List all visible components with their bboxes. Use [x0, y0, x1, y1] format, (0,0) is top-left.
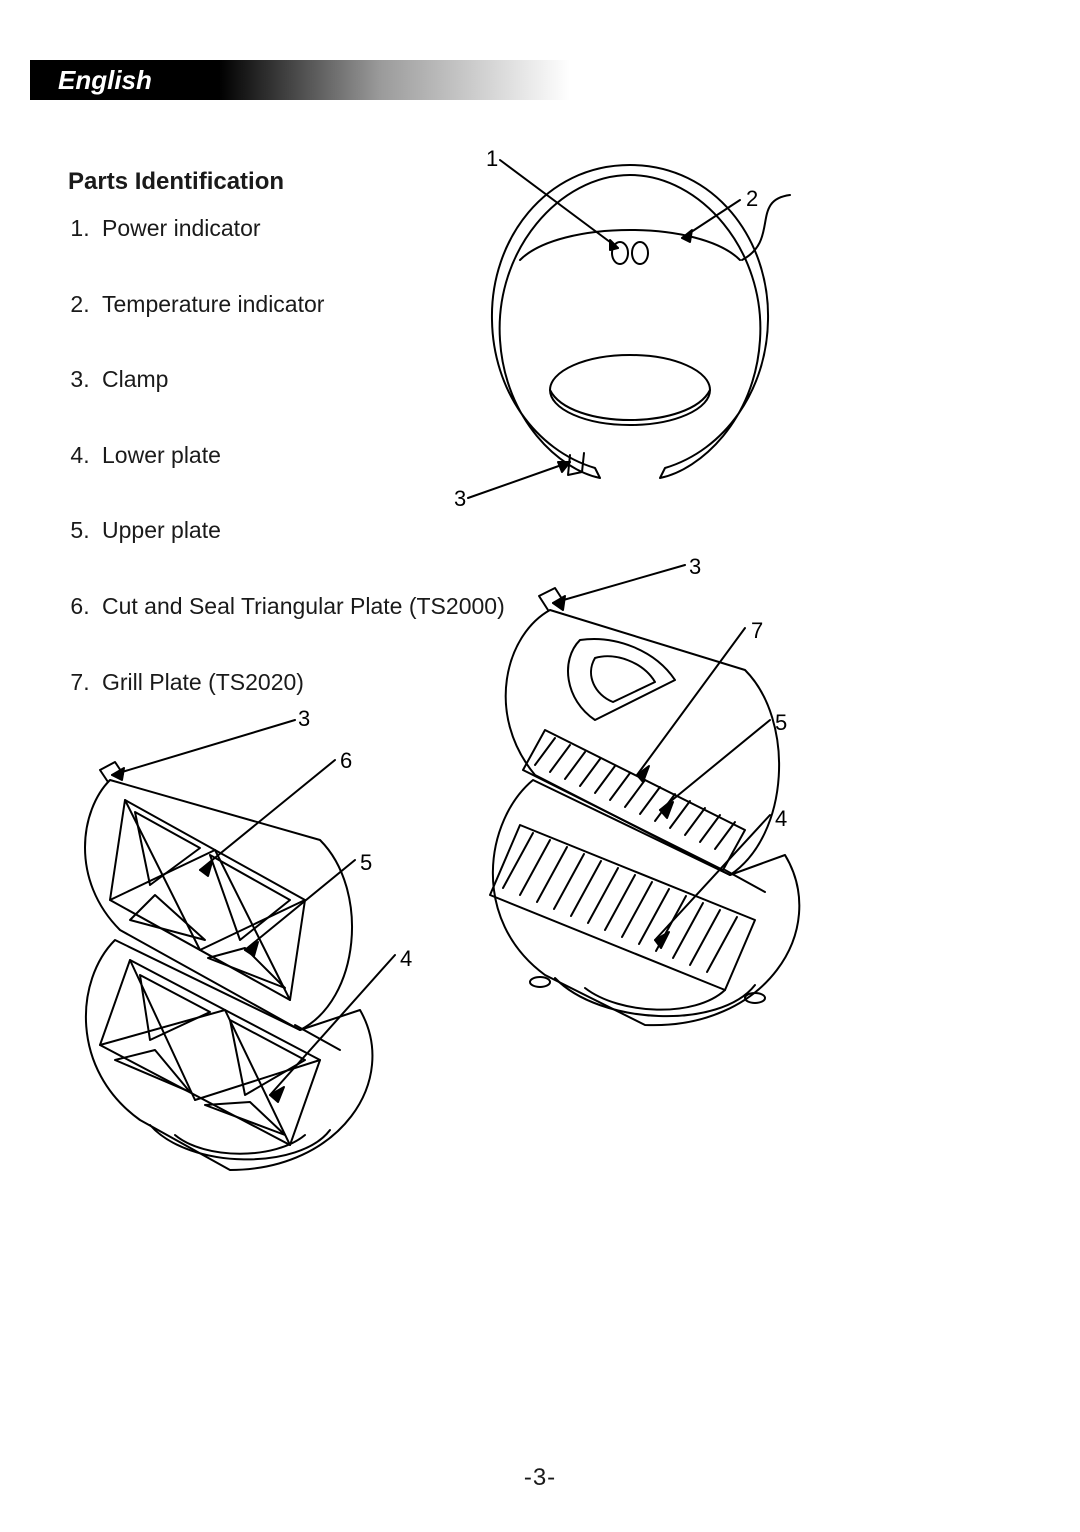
callout-label: 4 [775, 806, 787, 832]
list-item: Lower plate [96, 442, 505, 470]
callout-label: 3 [298, 706, 310, 732]
section-title: Parts Identification [68, 168, 284, 196]
callout-label: 5 [360, 850, 372, 876]
list-item: Cut and Seal Triangular Plate (TS2000) [96, 593, 505, 621]
callout-label: 3 [454, 486, 466, 512]
list-item: Grill Plate (TS2020) [96, 669, 505, 697]
callout-label: 7 [751, 618, 763, 644]
callout-label: 2 [746, 186, 758, 212]
diagram-open-grill: 3 7 5 4 [445, 540, 845, 1060]
callout-label: 5 [775, 710, 787, 736]
language-header: English [30, 60, 570, 100]
page-number: -3- [0, 1464, 1080, 1492]
callout-label: 4 [400, 946, 412, 972]
callout-label: 1 [486, 146, 498, 172]
list-item: Upper plate [96, 517, 505, 545]
parts-list: Power indicator Temperature indicator Cl… [68, 215, 505, 744]
list-item: Power indicator [96, 215, 505, 243]
callout-label: 3 [689, 554, 701, 580]
diagram-closed-unit: 1 2 3 [450, 140, 810, 520]
diagram-open-triangular: 3 6 5 4 [40, 700, 440, 1200]
callout-label: 6 [340, 748, 352, 774]
list-item: Clamp [96, 366, 505, 394]
list-item: Temperature indicator [96, 291, 505, 319]
